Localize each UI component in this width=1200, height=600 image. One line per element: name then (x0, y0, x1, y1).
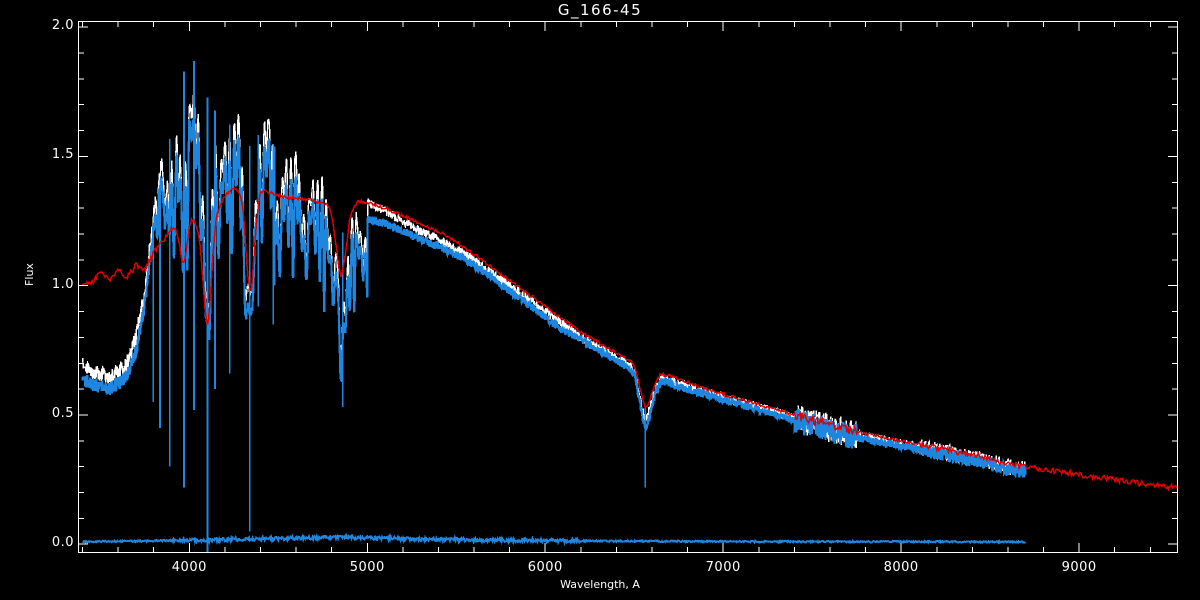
x-tick-label: 6000 (527, 560, 563, 575)
x-axis-label: Wavelength, A (560, 578, 640, 591)
y-tick-label: 1.5 (51, 147, 74, 163)
plot-area (78, 21, 1178, 553)
y-tick-label: 0.0 (51, 535, 74, 551)
model-continuum-trace (81, 186, 1177, 492)
y-tick-labels: 0.0 0.5 1.0 1.5 2.0 (14, 0, 74, 600)
axes-frame (78, 21, 1178, 553)
y-tick-label: 0.5 (51, 405, 74, 421)
absorption-spikes (152, 61, 647, 552)
y-axis-label: Flux (22, 263, 36, 286)
x-tick-label: 7000 (705, 560, 741, 575)
smoothed-spectrum-trace (81, 116, 1027, 479)
y-tick-label: 1.0 (51, 276, 74, 292)
plot-title: G_166-45 (557, 1, 643, 19)
x-tick-label: 5000 (349, 560, 385, 575)
x-tick-label: 4000 (171, 560, 207, 575)
error-array-trace (82, 532, 1026, 547)
x-tick-label: 9000 (1061, 560, 1097, 575)
spectrum-svg (81, 61, 1177, 552)
x-tick-label: 8000 (883, 560, 919, 575)
y-tick-label: 2.0 (51, 18, 74, 34)
spectrum-canvas (79, 22, 1177, 552)
